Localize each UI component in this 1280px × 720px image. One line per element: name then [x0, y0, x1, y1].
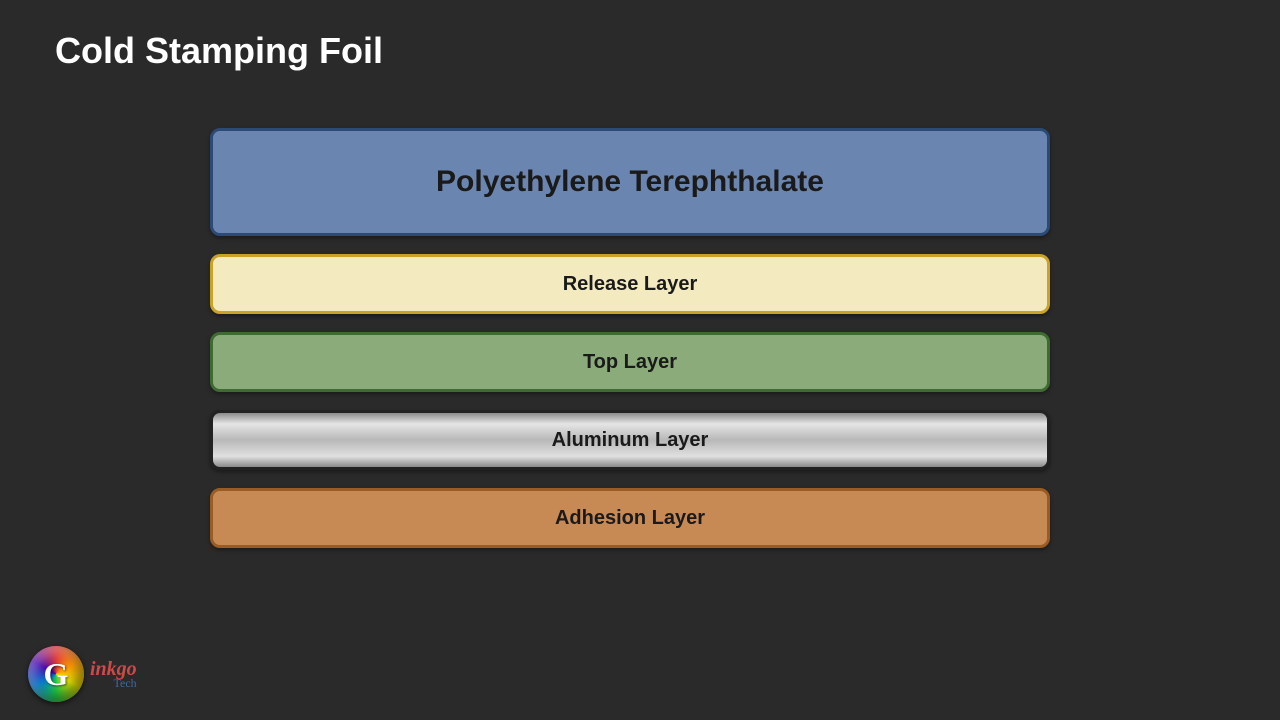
layer-polyethylene: Polyethylene Terephthalate [210, 128, 1050, 236]
logo-letter: G [44, 656, 69, 693]
layer-label: Polyethylene Terephthalate [436, 165, 824, 199]
logo-text: inkgo Tech [90, 659, 137, 689]
layer-stack: Polyethylene Terephthalate Release Layer… [210, 128, 1050, 548]
layer-label: Aluminum Layer [552, 429, 709, 452]
logo-sphere-icon: G [28, 646, 84, 702]
layer-release: Release Layer [210, 254, 1050, 314]
layer-aluminum: Aluminum Layer [210, 410, 1050, 470]
layer-adhesion: Adhesion Layer [210, 488, 1050, 548]
layer-top: Top Layer [210, 332, 1050, 392]
page-title: Cold Stamping Foil [55, 30, 383, 72]
layer-label: Adhesion Layer [555, 507, 705, 530]
layer-label: Release Layer [563, 273, 698, 296]
brand-logo: G inkgo Tech [28, 646, 137, 702]
layer-label: Top Layer [583, 351, 677, 374]
logo-sub: Tech [90, 677, 137, 689]
